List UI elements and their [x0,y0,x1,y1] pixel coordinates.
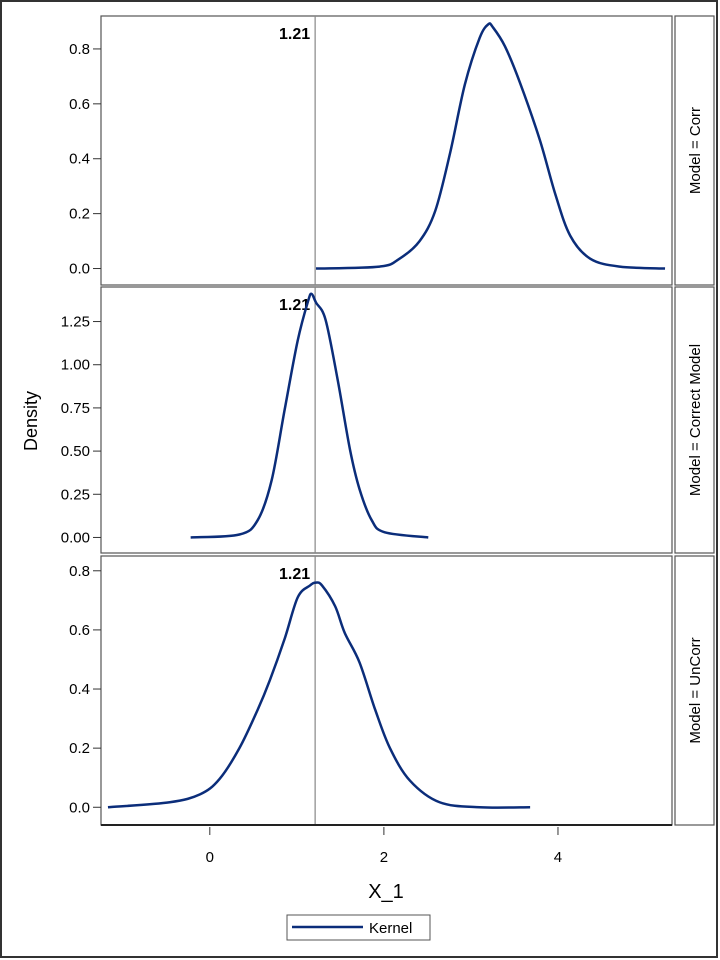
panel-strip [674,555,715,826]
x-tick-label: 4 [554,849,562,866]
kernel-density-curve [107,581,531,809]
y-tick-label: 1.00 [61,357,90,374]
panel-1: 0.0 0.2 0.4 0.6 0.8 1.21 Model = Corr [69,15,715,286]
y-tick-label: 0.0 [69,261,90,278]
legend: Kernel [286,914,431,941]
y-tick-label: 0.2 [69,740,90,757]
y-tick-label: 0.4 [69,681,90,698]
y-tick-label: 0.6 [69,96,90,113]
panel-frame [100,15,673,286]
y-tick-label: 0.50 [61,443,90,460]
kernel-density-curve [190,292,429,539]
panel-2: 0.00 0.25 0.50 0.75 1.00 1.25 1.21 Model = Corr… [61,286,715,554]
y-tick-label: 0.00 [61,529,90,546]
panel-frame [100,555,673,826]
y-tick-label: 0.2 [69,206,90,223]
panel-strip-label: Model = Correct Model [687,344,704,496]
y-tick-label: 0.8 [69,563,90,580]
panel-strip [674,15,715,286]
x-tick-label: 2 [380,849,388,866]
panel-3: 0.0 0.2 0.4 0.6 0.8 1.21 Model = UnCorr [69,555,715,826]
y-tick-label: 0.4 [69,151,90,168]
x-tick-label: 0 [206,849,214,866]
reference-line-label: 1.21 [279,26,310,43]
kernel-density-curve [315,22,666,270]
x-axis-label: X_1 [368,881,404,903]
y-tick-label: 0.0 [69,799,90,816]
y-tick-label: 1.25 [61,314,90,331]
legend-label-kernel: Kernel [369,920,412,937]
y-axis-label: Density [21,391,41,451]
panel-strip [674,286,715,554]
y-tick-label: 0.75 [61,400,90,417]
reference-line-label: 1.21 [279,566,310,583]
panel-frame [100,286,673,554]
panel-strip-label: Model = Corr [687,107,704,194]
panel-strip-label: Model = UnCorr [687,637,704,743]
y-tick-label: 0.25 [61,486,90,503]
reference-line-label: 1.21 [279,297,310,314]
y-tick-label: 0.6 [69,622,90,639]
y-tick-label: 0.8 [69,41,90,58]
